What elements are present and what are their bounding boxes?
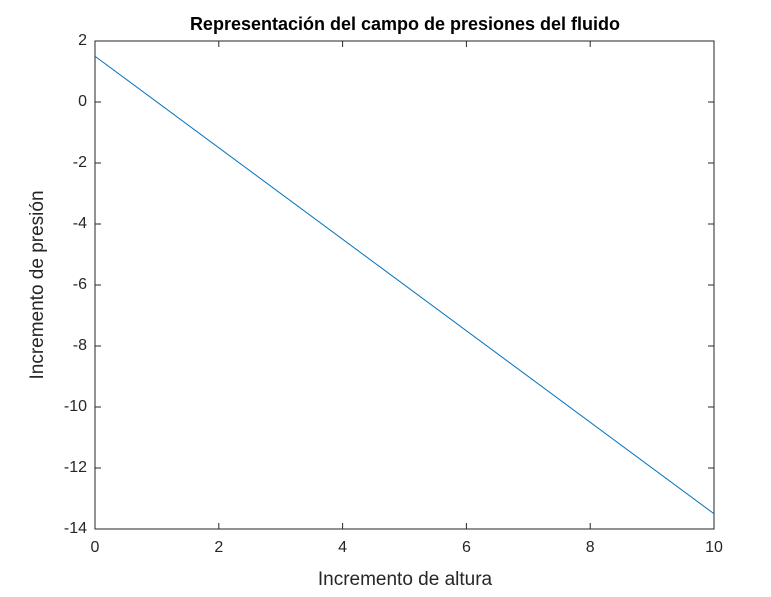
y-tick-label: -12 xyxy=(64,459,87,476)
y-tick-label: -4 xyxy=(73,215,87,232)
data-line xyxy=(94,55,715,515)
chart-title: Representación del campo de presiones de… xyxy=(190,14,620,34)
y-tick-label: -6 xyxy=(73,276,87,293)
x-tick-label: 0 xyxy=(91,539,100,556)
y-tick-label: -14 xyxy=(64,520,87,537)
x-axis-label: Incremento de altura xyxy=(318,569,493,590)
y-tick-label: 0 xyxy=(78,93,87,110)
y-tick-label: -2 xyxy=(73,154,87,171)
y-tick-label: 2 xyxy=(78,32,87,49)
x-tick-label: 2 xyxy=(214,539,223,556)
x-tick-label: 6 xyxy=(462,539,471,556)
x-tick-label: 8 xyxy=(586,539,595,556)
y-tick-label: -8 xyxy=(73,337,87,354)
x-tick-label: 4 xyxy=(338,539,347,556)
y-tick-label: -10 xyxy=(64,398,87,415)
y-axis-label: Incremento de presión xyxy=(27,190,48,379)
x-tick-label: 10 xyxy=(705,539,723,556)
